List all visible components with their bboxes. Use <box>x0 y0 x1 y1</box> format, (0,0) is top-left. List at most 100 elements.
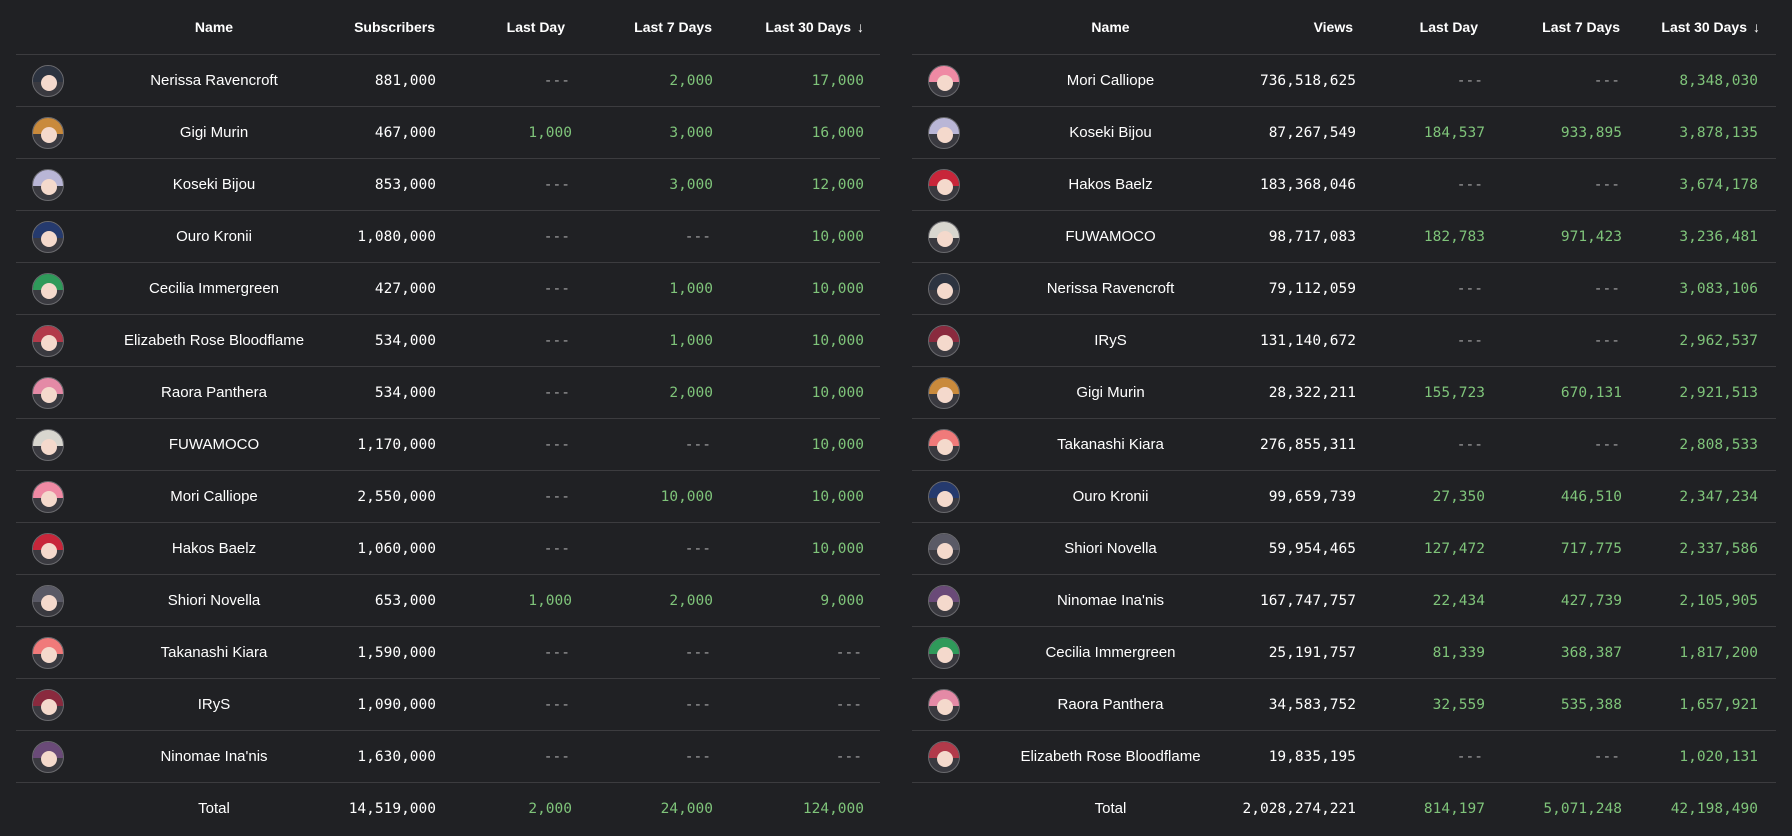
cell-total: 881,000 <box>374 73 436 89</box>
cell-last-7-days: --- <box>684 749 711 765</box>
avatar[interactable] <box>928 481 960 513</box>
avatar[interactable] <box>928 637 960 669</box>
cell-last-day: 1,000 <box>528 593 572 609</box>
header-name[interactable]: Name <box>982 0 1239 55</box>
header-last-day[interactable]: Last Day <box>452 0 588 55</box>
avatar[interactable] <box>928 429 960 461</box>
avatar[interactable] <box>928 169 960 201</box>
cell-last-7-days: --- <box>1593 177 1620 193</box>
avatar-face <box>937 231 953 247</box>
avatar[interactable] <box>32 689 64 721</box>
table-row: FUWAMOCO 1,170,000 --- --- 10,000 <box>16 419 880 471</box>
member-name[interactable]: Mori Calliope <box>170 488 258 505</box>
header-name[interactable]: Name <box>86 0 342 55</box>
cell-last-7-days: 1,000 <box>669 333 713 349</box>
avatar-face <box>937 439 953 455</box>
member-name[interactable]: Raora Panthera <box>1057 696 1164 713</box>
avatar[interactable] <box>928 741 960 773</box>
header-last-7-days[interactable]: Last 7 Days <box>1501 0 1638 55</box>
table-row: IRyS 1,090,000 --- --- --- <box>16 679 880 731</box>
avatar[interactable] <box>928 585 960 617</box>
avatar[interactable] <box>32 65 64 97</box>
member-name[interactable]: Nerissa Ravencroft <box>150 72 278 89</box>
avatar[interactable] <box>928 65 960 97</box>
cell-total: 59,954,465 <box>1268 541 1356 557</box>
cell-last-7-days: --- <box>684 697 711 713</box>
header-last-7-days[interactable]: Last 7 Days <box>588 0 729 55</box>
member-name[interactable]: Hakos Baelz <box>1068 176 1153 193</box>
member-name[interactable]: Ouro Kronii <box>176 228 252 245</box>
cell-last-30-days: 2,337,586 <box>1679 541 1758 557</box>
avatar-face <box>937 179 953 195</box>
member-name[interactable]: IRyS <box>1094 332 1127 349</box>
avatar[interactable] <box>32 533 64 565</box>
subscribers-table: Name Subscribers Last Day Last 7 Days Last 3… <box>16 0 880 835</box>
member-name[interactable]: Hakos Baelz <box>171 540 257 557</box>
cell-last-day: --- <box>1456 73 1483 89</box>
avatar[interactable] <box>928 273 960 305</box>
header-total[interactable]: Views <box>1239 0 1372 55</box>
cell-total: 1,630,000 <box>357 749 436 765</box>
member-name[interactable]: Elizabeth Rose Bloodflame <box>123 332 305 349</box>
cell-total: 2,550,000 <box>357 489 436 505</box>
member-name[interactable]: FUWAMOCO <box>1065 228 1156 245</box>
header-last-day[interactable]: Last Day <box>1372 0 1501 55</box>
member-name[interactable]: Nerissa Ravencroft <box>1046 280 1175 297</box>
member-name[interactable]: FUWAMOCO <box>168 436 260 453</box>
avatar[interactable] <box>32 585 64 617</box>
avatar[interactable] <box>928 377 960 409</box>
member-name[interactable]: Ouro Kronii <box>1072 488 1149 505</box>
cell-last-7-days: --- <box>684 437 711 453</box>
avatar[interactable] <box>32 117 64 149</box>
header-last-30-days[interactable]: Last 30 Days ↓ <box>729 0 880 55</box>
member-name[interactable]: Shiori Novella <box>1064 540 1157 557</box>
avatar[interactable] <box>32 221 64 253</box>
header-total[interactable]: Subscribers <box>316 0 452 55</box>
cell-last-30-days: 1,657,921 <box>1679 697 1758 713</box>
member-name[interactable]: Takanashi Kiara <box>160 644 268 661</box>
member-name[interactable]: Gigi Murin <box>179 124 249 141</box>
member-name[interactable]: Takanashi Kiara <box>1057 436 1164 453</box>
member-name[interactable]: Raora Panthera <box>161 384 267 401</box>
avatar[interactable] <box>32 637 64 669</box>
cell-last-30-days: 3,236,481 <box>1679 229 1758 245</box>
member-name[interactable]: Koseki Bijou <box>172 176 256 193</box>
avatar[interactable] <box>32 429 64 461</box>
avatar[interactable] <box>32 273 64 305</box>
cell-last-day: --- <box>543 73 570 89</box>
member-name[interactable]: Ninomae Ina'nis <box>160 748 268 765</box>
member-name[interactable]: Mori Calliope <box>1066 72 1155 89</box>
avatar[interactable] <box>928 325 960 357</box>
avatar[interactable] <box>928 689 960 721</box>
member-name[interactable]: Shiori Novella <box>167 592 261 609</box>
member-name[interactable]: Koseki Bijou <box>1069 124 1152 141</box>
cell-last-7-days: --- <box>1593 437 1620 453</box>
cell-last-30-days: 2,808,533 <box>1679 437 1758 453</box>
avatar[interactable] <box>32 325 64 357</box>
member-name[interactable]: Cecilia Immergreen <box>148 280 280 297</box>
avatar[interactable] <box>32 741 64 773</box>
header-label: Last Day <box>506 19 565 35</box>
member-name[interactable]: Elizabeth Rose Bloodflame <box>1020 748 1201 765</box>
member-name[interactable]: Cecilia Immergreen <box>1045 644 1176 661</box>
avatar[interactable] <box>928 533 960 565</box>
member-name[interactable]: Ninomae Ina'nis <box>1056 592 1165 609</box>
cell-total: 28,322,211 <box>1268 385 1356 401</box>
table-row: FUWAMOCO 98,717,083 182,783 971,423 3,236,48… <box>912 211 1776 263</box>
avatar[interactable] <box>32 169 64 201</box>
cell-last-day: 22,434 <box>1432 593 1485 609</box>
member-name[interactable]: IRyS <box>197 696 231 713</box>
avatar[interactable] <box>928 117 960 149</box>
cell-total: 653,000 <box>374 593 436 609</box>
avatar[interactable] <box>928 221 960 253</box>
member-name[interactable]: Gigi Murin <box>1076 384 1145 401</box>
avatar[interactable] <box>32 481 64 513</box>
avatar[interactable] <box>32 377 64 409</box>
cell-last-day: --- <box>1456 333 1483 349</box>
total-last-30-days: 124,000 <box>802 801 864 817</box>
table-row: Hakos Baelz 1,060,000 --- --- 10,000 <box>16 523 880 575</box>
table-row: Shiori Novella 653,000 1,000 2,000 9,000 <box>16 575 880 627</box>
cell-last-day: --- <box>1456 437 1483 453</box>
header-last-30-days[interactable]: Last 30 Days ↓ <box>1638 0 1774 55</box>
cell-last-7-days: 717,775 <box>1560 541 1622 557</box>
